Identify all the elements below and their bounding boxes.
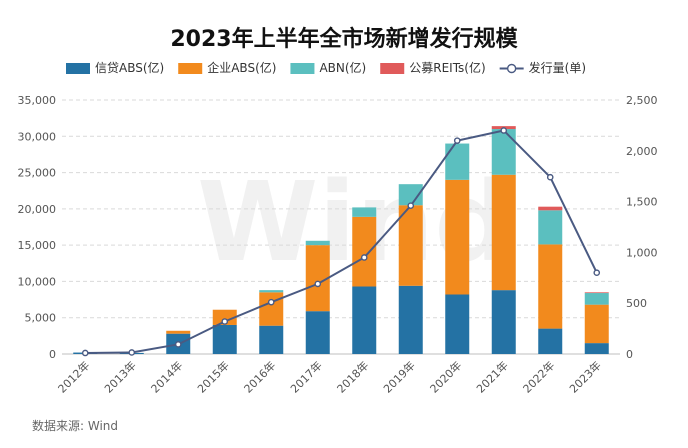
y-left-tick-label: 15,000	[18, 239, 57, 252]
line-point	[500, 127, 508, 134]
line-point	[221, 318, 229, 325]
legend-swatch	[178, 63, 203, 74]
bar-segment	[491, 290, 516, 354]
legend-label: ABN(亿)	[319, 60, 366, 75]
line-point	[546, 173, 554, 181]
y-right-tick-label: 0	[626, 348, 633, 361]
bar-segment	[584, 304, 609, 344]
x-tick-label: 2016年	[241, 358, 278, 395]
line-point	[407, 202, 415, 209]
line-point	[267, 298, 275, 306]
line-point	[128, 349, 136, 356]
x-tick-label: 2018年	[334, 358, 371, 395]
y-left-tick-label: 10,000	[18, 275, 57, 288]
bar-segment	[491, 174, 516, 291]
bar-segment	[584, 293, 609, 305]
bar-segment	[445, 179, 470, 295]
y-left-tick-label: 0	[49, 348, 56, 361]
y-left-tick-label: 35,000	[18, 94, 57, 107]
x-axis-ticks: 2012年 2013年 2014年 2015年 2016年 2017年 2018年 2019年…	[55, 358, 604, 395]
x-tick-label: 2020年	[427, 358, 464, 395]
bar-segment	[212, 309, 237, 325]
legend-swatch	[290, 63, 315, 74]
bar-segment	[538, 206, 563, 211]
y-left-tick-label: 30,000	[18, 130, 57, 143]
issuance-line	[81, 127, 601, 357]
x-tick-label: 2019年	[380, 358, 417, 395]
x-tick-label: 2013年	[101, 358, 138, 395]
y-right-tick-label: 1,000	[626, 246, 658, 259]
source-note: 数据来源: Wind	[32, 418, 118, 433]
legend-swatch	[66, 63, 90, 74]
line-point	[314, 280, 322, 288]
bar-segment	[259, 325, 284, 354]
grid	[62, 99, 620, 355]
y-right-tick-label: 1,500	[626, 196, 658, 209]
legend: 信贷ABS(亿) 企业ABS(亿) ABN(亿) 公募REITs(亿) 发行量(单)	[66, 60, 586, 75]
bar-segment	[212, 324, 237, 354]
line-path	[85, 129, 598, 354]
y-left-tick-label: 25,000	[18, 167, 57, 180]
x-tick-label: 2021年	[473, 358, 510, 395]
bar-segment	[445, 294, 470, 354]
legend-label: 发行量(单)	[529, 60, 586, 75]
bar-segment	[538, 244, 563, 329]
x-tick-label: 2022年	[520, 358, 557, 395]
bar-segment	[491, 129, 516, 175]
bar-segment	[259, 292, 284, 326]
x-tick-label: 2015年	[194, 358, 231, 395]
legend-label: 企业ABS(亿)	[207, 60, 276, 75]
bar-segment	[305, 240, 330, 246]
line-point	[593, 269, 601, 277]
line-point	[174, 341, 182, 348]
left-axis-ticks: 0 5,000 10,000 15,000 20,000 25,000 30,000 35,0…	[18, 94, 57, 361]
x-tick-label: 2012年	[55, 358, 92, 395]
bar-segment	[259, 290, 284, 293]
bar-segment	[398, 205, 423, 286]
bar-segment	[352, 216, 377, 287]
y-left-tick-label: 20,000	[18, 203, 57, 216]
legend-label: 公募REITs(亿)	[409, 60, 485, 75]
line-point	[360, 254, 368, 261]
bar-segment	[584, 343, 609, 354]
bar-segment	[352, 207, 377, 217]
line-point	[81, 349, 89, 357]
legend-label: 信贷ABS(亿)	[95, 60, 164, 75]
bar-segment	[398, 184, 423, 206]
x-tick-label: 2023年	[566, 358, 603, 395]
line-point	[453, 137, 461, 144]
bar-segment	[352, 286, 377, 354]
bar-segment	[445, 143, 470, 180]
x-tick-label: 2014年	[148, 358, 185, 395]
legend-marker	[506, 63, 517, 74]
bars	[73, 126, 609, 354]
y-right-tick-label: 500	[626, 297, 647, 310]
x-tick-label: 2017年	[287, 358, 324, 395]
bar-segment	[538, 328, 563, 354]
y-right-tick-label: 2,000	[626, 145, 658, 158]
bar-segment	[398, 285, 423, 354]
y-right-tick-label: 2,500	[626, 94, 658, 107]
bar-segment	[538, 210, 563, 245]
chart-title: 2023年上半年全市场新增发行规模	[170, 26, 518, 52]
bar-segment	[305, 311, 330, 354]
right-axis-ticks: 0 500 1,000 1,500 2,000 2,500	[626, 94, 658, 361]
y-left-tick-label: 5,000	[25, 312, 57, 325]
legend-swatch	[380, 63, 405, 74]
bar-segment	[166, 330, 191, 334]
bar-segment	[584, 292, 609, 294]
bar-segment	[305, 245, 330, 312]
